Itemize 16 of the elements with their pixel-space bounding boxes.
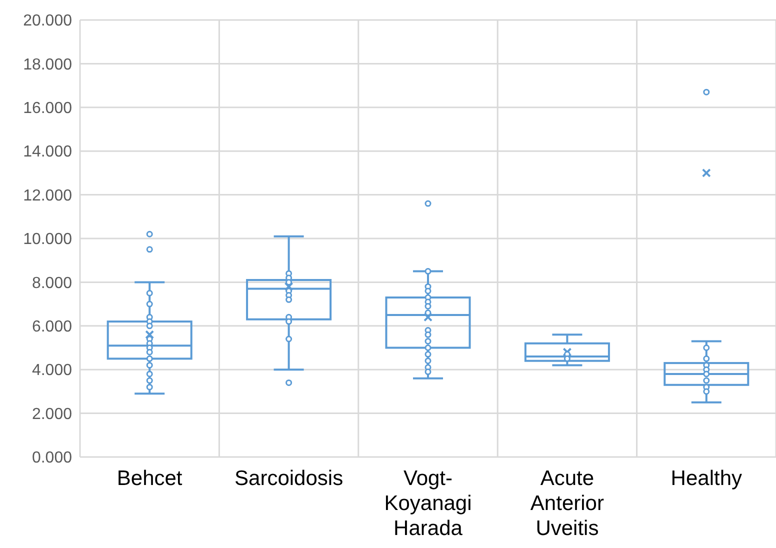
x-tick-label: Sarcoidosis — [234, 467, 344, 490]
y-tick-label: 18.000 — [23, 56, 72, 74]
y-tick-label: 2.000 — [32, 406, 72, 423]
x-tick-label: Behcet — [116, 467, 182, 490]
y-tick-label: 14.000 — [23, 144, 72, 161]
x-tick-label: Healthy — [670, 467, 742, 490]
y-tick-label: 8.000 — [32, 274, 72, 292]
y-tick-label: 16.000 — [23, 100, 72, 117]
y-tick-label: 10.000 — [23, 231, 72, 248]
y-tick-label: 4.000 — [32, 362, 72, 380]
y-tick-label: 20.000 — [23, 12, 72, 30]
y-tick-label: 6.000 — [32, 318, 72, 336]
x-tick-label: Acute Anterior Uveitis — [530, 467, 604, 540]
x-tick-label: Vogt-Koyanagi Harada — [384, 467, 472, 540]
y-tick-label: 12.000 — [23, 187, 72, 204]
y-tick-label: 0.000 — [32, 450, 72, 467]
